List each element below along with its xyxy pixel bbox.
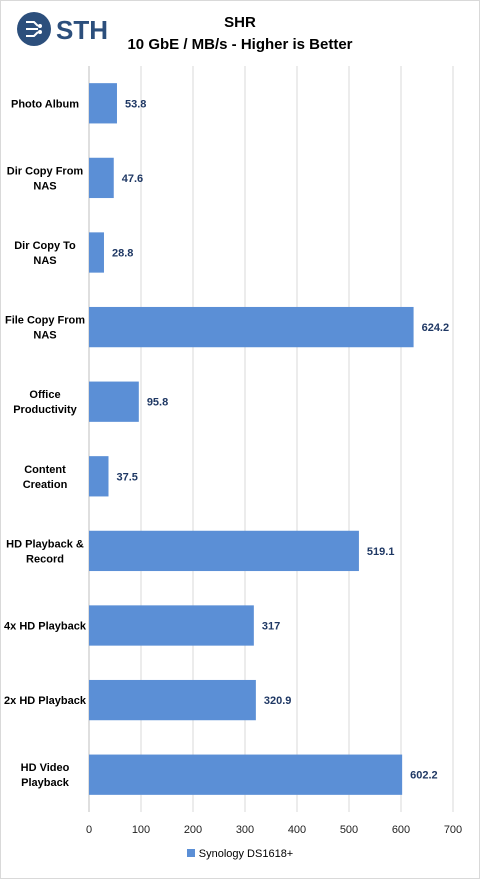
category-label: Dir Copy From bbox=[7, 165, 84, 177]
category-label: 2x HD Playback bbox=[4, 695, 87, 707]
category-label: NAS bbox=[33, 180, 56, 192]
category-label: Creation bbox=[23, 479, 68, 491]
category-label: HD Playback & bbox=[6, 538, 84, 550]
chart-subtitle: 10 GbE / MB/s - Higher is Better bbox=[127, 36, 353, 53]
category-label: Photo Album bbox=[11, 98, 79, 110]
data-label: 317 bbox=[262, 621, 280, 633]
category-label: Playback bbox=[21, 777, 70, 789]
category-label: NAS bbox=[33, 255, 56, 267]
category-label: NAS bbox=[33, 330, 56, 342]
sth-logo: STH bbox=[17, 12, 108, 46]
category-label: Dir Copy To bbox=[14, 240, 76, 252]
category-label: 4x HD Playback bbox=[4, 621, 87, 633]
x-tick-label: 700 bbox=[444, 824, 462, 836]
bar bbox=[89, 381, 139, 422]
bar bbox=[89, 157, 114, 199]
x-tick-label: 0 bbox=[86, 824, 92, 836]
category-label: HD Video bbox=[21, 762, 70, 774]
bar bbox=[89, 306, 414, 348]
category-label: Record bbox=[26, 553, 64, 565]
legend-swatch bbox=[186, 849, 195, 857]
logo-text: STH bbox=[56, 15, 108, 45]
x-tick-label: 100 bbox=[132, 824, 150, 836]
chart-title-block: SHR 10 GbE / MB/s - Higher is Better bbox=[0, 12, 480, 56]
x-tick-label: 500 bbox=[340, 824, 358, 836]
x-tick-label: 600 bbox=[392, 824, 410, 836]
data-label: 320.9 bbox=[264, 695, 292, 707]
bar bbox=[89, 83, 117, 124]
legend-label: Synology DS1618+ bbox=[198, 848, 294, 860]
data-label: 519.1 bbox=[367, 546, 395, 558]
x-tick-label: 200 bbox=[184, 824, 202, 836]
data-label: 37.5 bbox=[117, 471, 138, 483]
category-label: File Copy From bbox=[5, 315, 85, 327]
bar bbox=[89, 456, 109, 497]
category-label: Office bbox=[29, 389, 60, 401]
data-label: 53.8 bbox=[125, 98, 146, 110]
data-label: 28.8 bbox=[112, 248, 133, 260]
category-label: Productivity bbox=[13, 404, 77, 416]
bar bbox=[89, 679, 256, 721]
chart-title: SHR bbox=[224, 14, 256, 31]
bar bbox=[89, 530, 359, 572]
bar bbox=[89, 754, 403, 795]
bar bbox=[89, 232, 104, 273]
data-label: 624.2 bbox=[422, 322, 450, 334]
data-label: 95.8 bbox=[147, 397, 168, 409]
x-tick-label: 300 bbox=[236, 824, 254, 836]
data-label: 602.2 bbox=[410, 770, 438, 782]
legend: Synology DS1618+ bbox=[0, 848, 480, 860]
bar bbox=[89, 605, 254, 646]
data-label: 47.6 bbox=[122, 173, 143, 185]
x-tick-label: 400 bbox=[288, 824, 306, 836]
category-label: Content bbox=[24, 464, 66, 476]
